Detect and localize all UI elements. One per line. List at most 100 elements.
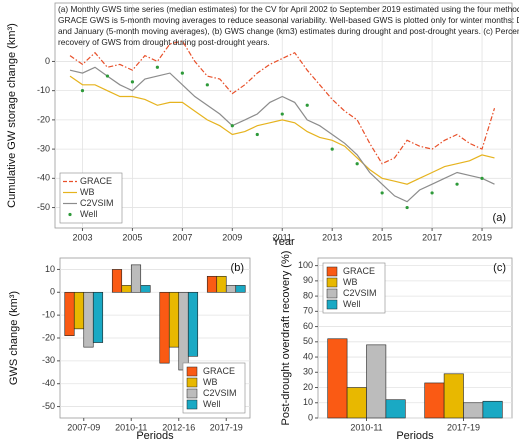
legend-label: WB <box>203 377 218 387</box>
y-tick-label: 50 <box>303 336 313 346</box>
x-axis-title: Year <box>272 236 295 248</box>
well-point <box>355 162 359 166</box>
legend-label: GRACE <box>203 366 235 376</box>
legend-swatch <box>326 288 338 299</box>
bar <box>424 382 445 419</box>
bar <box>92 291 104 343</box>
bar <box>159 291 170 364</box>
y-tick-label: 0 <box>308 412 313 422</box>
x-tick-label: 2013 <box>322 232 342 242</box>
legend-swatch <box>326 299 338 310</box>
bar <box>121 285 132 293</box>
bar <box>178 291 189 371</box>
y-tick-label: -40 <box>42 378 55 388</box>
well-point <box>380 191 384 195</box>
legend-swatch <box>326 266 338 277</box>
legend-swatch <box>68 212 72 217</box>
well-point <box>255 132 259 137</box>
y-tick-label: 40 <box>303 351 313 361</box>
y-axis-title: Post-drought overdraft recovery (%) <box>280 251 292 426</box>
legend-label: C2VSIM <box>203 388 237 398</box>
bar <box>443 373 464 419</box>
series-line <box>69 66 495 203</box>
panel-label: (c) <box>493 262 506 274</box>
panel-label: (a) <box>493 212 506 224</box>
well-point <box>205 83 209 87</box>
x-tick-label: 2012-16 <box>162 422 195 432</box>
bar <box>463 402 484 419</box>
legend-label: C2VSIM <box>80 198 114 208</box>
plot-area <box>54 2 513 229</box>
x-tick-label: 2009 <box>222 232 242 242</box>
y-tick-label: 20 <box>303 382 313 392</box>
x-tick-label: 2007 <box>172 232 192 242</box>
panel-label: (b) <box>231 262 244 274</box>
caption-line: recovery of GWS from drought during post… <box>58 37 270 47</box>
y-tick-label: 10 <box>303 397 313 407</box>
x-tick-label: 2010-11 <box>115 422 147 432</box>
y-tick-label: -50 <box>37 202 50 212</box>
bar <box>140 285 151 293</box>
caption-line: GRACE GWS is 5-month moving averages to … <box>58 15 519 25</box>
x-axis-title: Periods <box>136 430 174 442</box>
x-tick-label: 2015 <box>372 232 392 242</box>
x-tick-label: 2017-19 <box>210 422 243 432</box>
well-point <box>230 124 234 128</box>
bar <box>225 285 237 293</box>
x-tick-label: 2010-11 <box>350 422 382 432</box>
legend-label: GRACE <box>343 266 375 276</box>
x-tick-label: 2017-19 <box>447 422 480 432</box>
x-axis-title: Periods <box>396 430 434 442</box>
x-tick-label: 2019 <box>472 232 492 242</box>
y-tick-label: -30 <box>42 355 55 365</box>
legend-label: C2VSIM <box>343 288 377 298</box>
bar <box>83 291 94 348</box>
y-axis-title: Cumulative GW storage change (km³) <box>6 23 18 208</box>
y-tick-label: 0 <box>45 56 50 66</box>
legend-swatch <box>186 377 198 388</box>
well-point <box>280 112 284 116</box>
well-point <box>455 182 459 186</box>
y-tick-label: 100 <box>298 260 313 270</box>
x-tick-label: 2007-09 <box>67 422 100 432</box>
bar <box>346 387 367 419</box>
y-tick-label: 0 <box>50 287 55 297</box>
legend-swatch <box>186 399 198 410</box>
legend-label: GRACE <box>80 176 112 186</box>
x-tick-label: 2005 <box>122 232 142 242</box>
series-line <box>69 75 495 185</box>
bar <box>216 275 227 293</box>
well-point <box>480 176 484 180</box>
bar <box>64 291 75 337</box>
bar <box>130 264 142 293</box>
well-point <box>180 71 184 75</box>
y-tick-label: 70 <box>303 306 313 316</box>
bar <box>482 400 503 419</box>
well-point <box>130 80 135 84</box>
y-tick-label: -40 <box>37 173 50 183</box>
y-tick-label: -30 <box>37 143 50 153</box>
well-point <box>330 147 334 151</box>
legend-swatch <box>186 366 198 377</box>
bar <box>206 275 218 293</box>
bar <box>168 291 180 348</box>
legend-label: Well <box>80 209 97 219</box>
y-tick-label: 10 <box>45 264 55 274</box>
well-point <box>105 74 110 78</box>
well-point <box>405 205 409 210</box>
bar <box>187 291 199 357</box>
legend-swatch <box>186 388 198 399</box>
well-point <box>430 191 434 195</box>
y-tick-label: -50 <box>42 401 55 411</box>
bar <box>366 344 387 419</box>
y-tick-label: -20 <box>37 114 50 124</box>
well-point <box>155 65 159 69</box>
bar <box>385 399 406 419</box>
bar <box>73 291 85 330</box>
x-tick-label: 2003 <box>72 232 92 242</box>
y-tick-label: -10 <box>42 310 55 320</box>
bar <box>235 285 246 293</box>
legend-swatch <box>326 277 338 288</box>
caption-line: and January (5-month moving averages), (… <box>58 26 519 36</box>
